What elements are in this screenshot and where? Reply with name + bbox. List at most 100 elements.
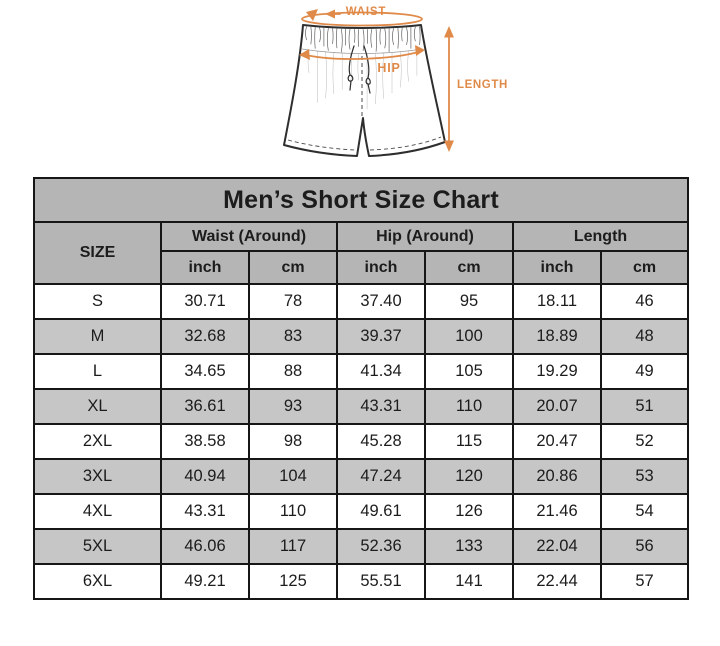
- table-title: Men’s Short Size Chart: [32, 177, 690, 223]
- length-inch-header: inch: [512, 250, 602, 285]
- size-cell: 6XL: [33, 563, 162, 600]
- waist-label: WAIST: [346, 6, 386, 18]
- size-row: 2XL 38.58 98 45.28 115 20.47 52: [33, 423, 690, 460]
- hip-cm-cell: 120: [424, 458, 514, 495]
- measurement-arrowheads: [299, 9, 454, 152]
- hip-inch-cell: 37.40: [336, 283, 426, 320]
- waist-cm-cell: 78: [248, 283, 338, 320]
- length-cm-cell: 54: [599, 493, 690, 530]
- waist-group-header: Waist (Around): [160, 221, 338, 252]
- waist-inch-cell: 49.21: [160, 563, 250, 600]
- size-cell: XL: [33, 388, 162, 425]
- waist-cm-header: cm: [248, 250, 338, 285]
- waist-left-arrowhead: [325, 9, 335, 19]
- waist-inch-header: inch: [160, 250, 250, 285]
- hip-cm-cell: 141: [424, 563, 514, 600]
- waist-inch-cell: 38.58: [160, 423, 250, 460]
- length-inch-cell: 20.86: [512, 458, 602, 495]
- hip-inch-cell: 55.51: [336, 563, 426, 600]
- waist-cm-cell: 83: [248, 318, 338, 355]
- length-cm-cell: 53: [599, 458, 690, 495]
- size-cell: 2XL: [33, 423, 162, 460]
- waist-cm-cell: 88: [248, 353, 338, 390]
- waist-cm-cell: 98: [248, 423, 338, 460]
- hip-inch-cell: 49.61: [336, 493, 426, 530]
- hip-inch-cell: 52.36: [336, 528, 426, 565]
- size-cell: L: [33, 353, 162, 390]
- length-bottom-arrowhead: [444, 140, 454, 152]
- size-row: XL 36.61 93 43.31 110 20.07 51: [33, 388, 690, 425]
- size-row: 4XL 43.31 110 49.61 126 21.46 54: [33, 493, 690, 530]
- waist-inch-cell: 30.71: [160, 283, 250, 320]
- size-cell: S: [33, 283, 162, 320]
- hip-inch-cell: 39.37: [336, 318, 426, 355]
- length-inch-cell: 20.07: [512, 388, 602, 425]
- waist-cm-cell: 117: [248, 528, 338, 565]
- hip-cm-cell: 100: [424, 318, 514, 355]
- waistband-edge: [301, 48, 423, 54]
- size-row: 3XL 40.94 104 47.24 120 20.86 53: [33, 458, 690, 495]
- length-cm-cell: 46: [599, 283, 690, 320]
- hip-measure-arc: [301, 50, 423, 60]
- shorts-measurement-diagram: WAIST HIP LENGTH: [283, 6, 508, 157]
- hip-cm-cell: 95: [424, 283, 514, 320]
- length-top-arrowhead: [444, 26, 454, 38]
- length-cm-cell: 52: [599, 423, 690, 460]
- size-cell: 3XL: [33, 458, 162, 495]
- hip-inch-cell: 41.34: [336, 353, 426, 390]
- size-row: 5XL 46.06 117 52.36 133 22.04 56: [33, 528, 690, 565]
- waist-cm-cell: 110: [248, 493, 338, 530]
- hip-group-header: Hip (Around): [336, 221, 514, 252]
- waist-inch-cell: 40.94: [160, 458, 250, 495]
- drawstring: [347, 45, 371, 94]
- size-row: S 30.71 78 37.40 95 18.11 46: [33, 283, 690, 320]
- length-cm-cell: 56: [599, 528, 690, 565]
- size-row: 6XL 49.21 125 55.51 141 22.44 57: [33, 563, 690, 600]
- unit-header-row: inch cm inch cm inch cm: [34, 250, 690, 285]
- length-cm-cell: 48: [599, 318, 690, 355]
- hip-inch-header: inch: [336, 250, 426, 285]
- measurement-lines: [301, 11, 450, 147]
- hip-cm-header: cm: [424, 250, 514, 285]
- hip-cm-cell: 126: [424, 493, 514, 530]
- size-cell: M: [33, 318, 162, 355]
- length-cm-cell: 49: [599, 353, 690, 390]
- size-column-header: SIZE: [33, 221, 162, 285]
- length-inch-cell: 18.89: [512, 318, 602, 355]
- hip-left-arrowhead: [299, 49, 310, 60]
- waist-inch-cell: 46.06: [160, 528, 250, 565]
- waist-measure-ellipse: [301, 11, 423, 27]
- hem-stitch-right: [369, 136, 442, 151]
- waist-cm-cell: 104: [248, 458, 338, 495]
- length-cm-cell: 51: [599, 388, 690, 425]
- group-header-row: SIZE Waist (Around) Hip (Around) Length: [33, 221, 690, 285]
- length-label: LENGTH: [457, 79, 508, 91]
- table-title-row: Men’s Short Size Chart: [32, 177, 690, 223]
- length-cm-header: cm: [599, 250, 690, 285]
- hip-inch-cell: 47.24: [336, 458, 426, 495]
- hip-cm-cell: 110: [424, 388, 514, 425]
- waist-inch-cell: 34.65: [160, 353, 250, 390]
- hip-label: HIP: [377, 61, 400, 75]
- length-inch-cell: 22.44: [512, 563, 602, 600]
- size-row: L 34.65 88 41.34 105 19.29 49: [33, 353, 690, 390]
- hip-cm-cell: 115: [424, 423, 514, 460]
- size-table-body: S 30.71 78 37.40 95 18.11 46 M 32.68 83 …: [33, 283, 690, 600]
- length-inch-cell: 22.04: [512, 528, 602, 565]
- size-row: M 32.68 83 39.37 100 18.89 48: [33, 318, 690, 355]
- shorts-outline: [283, 24, 446, 157]
- length-group-header: Length: [511, 221, 690, 252]
- length-inch-cell: 18.11: [512, 283, 602, 320]
- waistband-gathers: [305, 26, 421, 110]
- size-cell: 5XL: [33, 528, 162, 565]
- hip-cm-cell: 105: [424, 353, 514, 390]
- length-inch-cell: 21.46: [512, 493, 602, 530]
- hip-right-arrowhead: [415, 45, 425, 56]
- waist-inch-cell: 36.61: [160, 388, 250, 425]
- hip-inch-cell: 43.31: [336, 388, 426, 425]
- hip-inch-cell: 45.28: [336, 423, 426, 460]
- length-cm-cell: 57: [599, 563, 690, 600]
- length-inch-cell: 19.29: [512, 353, 602, 390]
- waist-cm-cell: 125: [248, 563, 338, 600]
